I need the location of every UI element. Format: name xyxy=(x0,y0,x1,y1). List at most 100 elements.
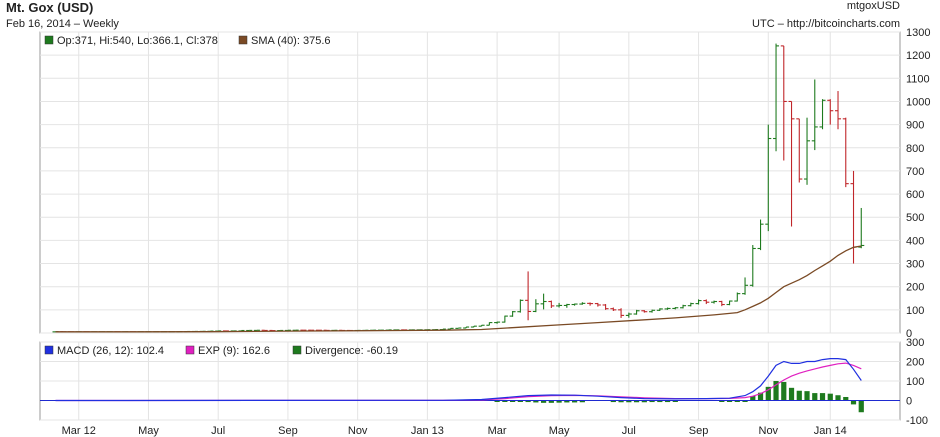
divergence-bar xyxy=(564,400,570,403)
divergence-bar xyxy=(633,400,640,403)
divergence-bar xyxy=(517,400,523,402)
divergence-bar xyxy=(773,381,779,401)
chart-credit: UTC – http://bitcoincharts.com xyxy=(752,18,900,30)
macd-line xyxy=(55,358,862,402)
time-tick-label: May xyxy=(138,425,159,437)
divergence-bar xyxy=(548,400,554,403)
price-tick-label: 400 xyxy=(906,235,924,247)
candle xyxy=(711,300,718,304)
candle xyxy=(532,299,539,313)
divergence-bar xyxy=(781,381,787,401)
candle xyxy=(455,327,462,329)
candle xyxy=(695,299,702,305)
candle xyxy=(602,304,609,310)
candle xyxy=(703,299,710,305)
candle xyxy=(548,300,555,308)
candle xyxy=(563,303,570,308)
candle xyxy=(447,327,454,330)
macd-tick-label: -100 xyxy=(906,415,928,427)
divergence-bar xyxy=(812,393,818,401)
divergence-bar xyxy=(757,392,764,401)
time-tick-label: Nov xyxy=(759,425,779,437)
macd-legend-swatch xyxy=(44,345,54,355)
divergence-bar xyxy=(835,395,841,401)
exp-legend-swatch xyxy=(185,345,195,355)
sma-line xyxy=(55,245,862,333)
divergence-bar xyxy=(843,396,849,401)
macd-tick-label: 300 xyxy=(906,337,924,349)
candle xyxy=(470,325,477,328)
divergence-bar xyxy=(750,396,756,401)
candle xyxy=(773,43,780,152)
candle xyxy=(804,117,811,185)
divergence-bar xyxy=(858,400,864,413)
candle xyxy=(649,309,656,313)
divergence-bar xyxy=(510,400,516,402)
divergence-bar xyxy=(742,400,748,402)
candle xyxy=(463,326,470,329)
divergence-legend-swatch xyxy=(292,345,302,355)
candle xyxy=(517,299,524,313)
time-tick-label: Sep xyxy=(689,425,709,437)
candle xyxy=(509,311,516,317)
price-tick-label: 900 xyxy=(906,120,924,132)
price-tick-label: 800 xyxy=(906,143,924,155)
divergence-bar xyxy=(726,400,733,402)
time-tick-label: Mar xyxy=(488,425,507,437)
exp-legend-label: EXP (9): 162.6 xyxy=(198,345,270,357)
candle xyxy=(788,100,795,227)
candle xyxy=(486,322,493,326)
macd-tick-label: 200 xyxy=(906,357,924,369)
chart-date: Feb 16, 2014 – Weekly xyxy=(6,18,119,30)
divergence-bar xyxy=(657,400,663,403)
sma-legend-swatch xyxy=(238,35,248,45)
candle xyxy=(749,245,756,287)
divergence-bar xyxy=(579,400,585,403)
divergence-bar xyxy=(556,400,562,403)
price-tick-label: 1200 xyxy=(906,50,930,62)
time-tick-label: Sep xyxy=(278,425,298,437)
divergence-bar xyxy=(571,400,578,403)
price-tick-label: 700 xyxy=(906,166,924,178)
macd-tick-label: 0 xyxy=(906,396,912,408)
chart-title: Mt. Gox (USD) xyxy=(6,0,94,15)
price-tick-label: 1100 xyxy=(906,73,930,85)
divergence-bar xyxy=(618,400,624,403)
divergence-bar xyxy=(525,400,531,403)
candle xyxy=(765,124,772,232)
time-tick-label: Mar 12 xyxy=(62,425,96,437)
divergence-bar xyxy=(765,386,771,401)
price-tick-label: 200 xyxy=(906,282,924,294)
time-tick-label: Jul xyxy=(622,425,636,437)
candle xyxy=(672,307,679,310)
price-tick-label: 300 xyxy=(906,259,924,271)
divergence-bar xyxy=(672,400,678,402)
candle xyxy=(718,300,725,307)
candle xyxy=(827,99,834,125)
price-tick-label: 100 xyxy=(906,305,924,317)
exp-line xyxy=(55,362,862,402)
candle xyxy=(587,302,594,306)
divergence-bar xyxy=(796,390,802,401)
candle xyxy=(579,302,586,305)
divergence-bar xyxy=(804,391,810,401)
divergence-bar xyxy=(494,400,500,402)
divergence-bar xyxy=(850,400,857,405)
divergence-bar xyxy=(541,400,547,403)
divergence-bar xyxy=(734,400,740,402)
price-tick-label: 1000 xyxy=(906,96,930,108)
price-axis: 0 100 200 300 400 500 600 700 800 900 1000 1100 1200… xyxy=(906,27,930,340)
macd-legend: MACD (26, 12): 102.4 EXP (9): 162.6 Dive… xyxy=(44,345,398,357)
divergence-bar xyxy=(502,400,508,402)
candle xyxy=(796,118,803,183)
macd-legend-label: MACD (26, 12): 102.4 xyxy=(57,345,164,357)
divergence-bar xyxy=(533,400,539,403)
candle xyxy=(540,293,547,310)
divergence-bar xyxy=(827,393,833,401)
candle xyxy=(819,99,826,130)
divergence-bar xyxy=(819,393,826,401)
candle xyxy=(680,304,687,309)
candle xyxy=(641,310,648,313)
macd-tick-label: 100 xyxy=(906,376,924,388)
